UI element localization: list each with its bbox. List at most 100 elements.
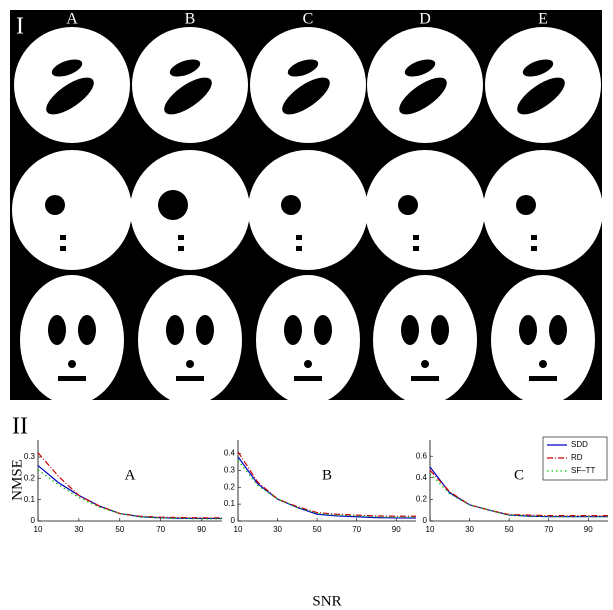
hole (281, 195, 301, 215)
hole (287, 59, 319, 77)
x-tick-label: 90 (197, 525, 206, 534)
hole (314, 315, 332, 345)
subplot-label: B (322, 467, 332, 483)
phantom (130, 150, 250, 270)
column-label: D (419, 11, 431, 28)
y-tick-label: 0 (31, 516, 36, 525)
hole (404, 59, 436, 77)
phantom (365, 150, 485, 270)
legend-label: RD (571, 453, 583, 462)
x-tick-label: 10 (426, 525, 435, 534)
phantom (256, 275, 360, 405)
y-tick-label: 0.6 (416, 451, 428, 460)
legend (542, 436, 608, 481)
hole (519, 315, 537, 345)
y-tick-label: 0.1 (24, 495, 36, 504)
hole (517, 77, 565, 115)
x-tick-label: 70 (544, 525, 553, 534)
y-tick-label: 0.2 (24, 473, 36, 482)
y-tick-label: 0.4 (416, 473, 428, 482)
phantom (491, 275, 595, 405)
x-tick-label: 50 (505, 525, 514, 534)
phantom (373, 275, 477, 405)
hole (539, 360, 547, 368)
hole (78, 315, 96, 345)
line (237, 451, 416, 517)
phantom (248, 150, 368, 270)
hole (421, 360, 429, 368)
line (237, 456, 416, 519)
hole (166, 315, 184, 345)
y-tick-label: 0.3 (224, 465, 236, 474)
hole (398, 195, 418, 215)
hole (68, 360, 76, 368)
y-tick-label: 0 (231, 516, 236, 525)
hole (401, 315, 419, 345)
y-tick-label: 0.3 (24, 452, 36, 461)
panel-label: I (16, 14, 24, 40)
hole (304, 360, 312, 368)
y-tick-label: 0.2 (224, 482, 236, 491)
hole (178, 235, 184, 240)
x-tick-label: 10 (34, 525, 43, 534)
x-tick-label: 30 (273, 525, 282, 534)
shapes (12, 27, 603, 405)
hole (296, 246, 302, 251)
x-tick-label: 70 (156, 525, 165, 534)
panel-label: II (12, 414, 28, 440)
hole (284, 315, 302, 345)
hole (60, 246, 66, 251)
hole (294, 376, 322, 381)
column-label: E (538, 11, 548, 28)
x-tick-label: 70 (352, 525, 361, 534)
hole (178, 246, 184, 251)
phantom (12, 150, 132, 270)
line (429, 469, 608, 517)
hole (411, 376, 439, 381)
hole (522, 59, 554, 77)
phantom (138, 275, 242, 405)
y-tick-label: 0 (423, 516, 428, 525)
subplot-label: A (125, 467, 136, 483)
hole (51, 59, 83, 77)
hole (531, 235, 537, 240)
hole (186, 360, 194, 368)
column-label: A (66, 11, 78, 28)
y-tick-label: 0.4 (224, 449, 236, 458)
hole (529, 376, 557, 381)
hole (45, 195, 65, 215)
x-tick-label: 90 (392, 525, 401, 534)
hole (399, 77, 447, 115)
column-label: B (185, 11, 196, 28)
phantom (20, 275, 124, 405)
hole (48, 315, 66, 345)
x-tick-label: 30 (74, 525, 83, 534)
hole (60, 235, 66, 240)
column-label: C (303, 11, 314, 28)
x-tick-label: 10 (234, 525, 243, 534)
hole (158, 190, 188, 220)
hole (169, 59, 201, 77)
phantom (483, 150, 603, 270)
line (37, 469, 222, 520)
x-tick-label: 50 (115, 525, 124, 534)
x-axis-label: SNR (312, 593, 341, 609)
legend-label: SDD (571, 440, 588, 449)
hole (431, 315, 449, 345)
hole (516, 195, 536, 215)
x-tick-label: 30 (465, 525, 474, 534)
hole (176, 376, 204, 381)
hole (531, 246, 537, 251)
legend-label: SF–TT (571, 466, 596, 475)
y-tick-label: 0.1 (224, 499, 236, 508)
hole (58, 376, 86, 381)
hole (46, 77, 94, 115)
y-tick-label: 0.2 (416, 495, 428, 504)
y-axis-label: NMSE (9, 459, 25, 501)
line (37, 452, 222, 519)
hole (164, 77, 212, 115)
hole (413, 246, 419, 251)
hole (413, 235, 419, 240)
hole (196, 315, 214, 345)
